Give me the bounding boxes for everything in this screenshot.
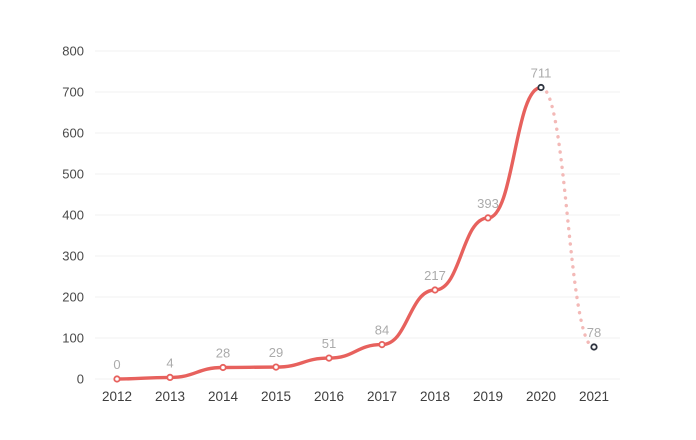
y-axis-labels: 0 100 200 300 400 500 600 700 800 bbox=[62, 44, 84, 387]
series-line-projection bbox=[539, 85, 596, 349]
data-point-label: 0 bbox=[113, 357, 120, 372]
data-point-label: 393 bbox=[477, 196, 499, 211]
data-point-marker[interactable] bbox=[484, 214, 492, 222]
x-axis-tick-label: 2021 bbox=[579, 389, 609, 404]
y-axis-tick-label: 700 bbox=[62, 85, 84, 100]
data-point-label: 29 bbox=[269, 345, 283, 360]
y-axis-tick-label: 500 bbox=[62, 167, 84, 182]
x-axis-tick-label: 2016 bbox=[314, 389, 344, 404]
series-layer bbox=[115, 85, 596, 381]
data-point-marker[interactable] bbox=[537, 83, 545, 92]
data-point-marker[interactable] bbox=[113, 375, 121, 383]
y-axis-tick-label: 600 bbox=[62, 126, 84, 141]
data-point-label: 84 bbox=[375, 323, 389, 338]
data-point-marker[interactable] bbox=[378, 340, 386, 349]
data-point-label: 51 bbox=[322, 336, 336, 351]
x-axis-tick-label: 2018 bbox=[420, 389, 450, 404]
data-point-marker[interactable] bbox=[325, 354, 333, 362]
y-axis-tick-label: 300 bbox=[62, 249, 84, 264]
y-axis-tick-label: 400 bbox=[62, 208, 84, 223]
data-point-label: 28 bbox=[216, 346, 230, 361]
data-point-marker[interactable] bbox=[166, 373, 174, 381]
data-point-label: 217 bbox=[424, 268, 446, 283]
data-point-marker[interactable] bbox=[272, 363, 280, 371]
markers-layer bbox=[113, 83, 598, 383]
data-point-marker[interactable] bbox=[219, 363, 227, 372]
x-axis-tick-label: 2015 bbox=[261, 389, 291, 404]
x-axis-tick-label: 2020 bbox=[526, 389, 556, 404]
x-axis-tick-label: 2013 bbox=[155, 389, 185, 404]
data-point-marker[interactable] bbox=[590, 343, 598, 351]
data-point-marker[interactable] bbox=[431, 286, 439, 294]
data-point-label: 711 bbox=[531, 66, 552, 81]
x-axis-tick-label: 2019 bbox=[473, 389, 503, 404]
data-point-label: 4 bbox=[166, 355, 173, 370]
x-axis-tick-label: 2017 bbox=[367, 389, 397, 404]
y-axis-tick-label: 200 bbox=[62, 290, 84, 305]
y-axis-tick-label: 800 bbox=[62, 44, 84, 59]
x-axis-tick-label: 2014 bbox=[208, 389, 239, 404]
y-axis-tick-label: 0 bbox=[77, 372, 84, 387]
y-axis-tick-label: 100 bbox=[62, 331, 84, 346]
gridlines-layer bbox=[95, 50, 620, 380]
data-labels-layer: 0 4 28 29 51 84 217 393 711 78 bbox=[113, 66, 601, 373]
x-axis-tick-label: 2012 bbox=[102, 389, 132, 404]
x-axis-labels: 2012 2013 2014 2015 2016 2017 2018 2019 2020 2021 bbox=[102, 389, 609, 404]
data-point-label: 78 bbox=[587, 325, 601, 340]
